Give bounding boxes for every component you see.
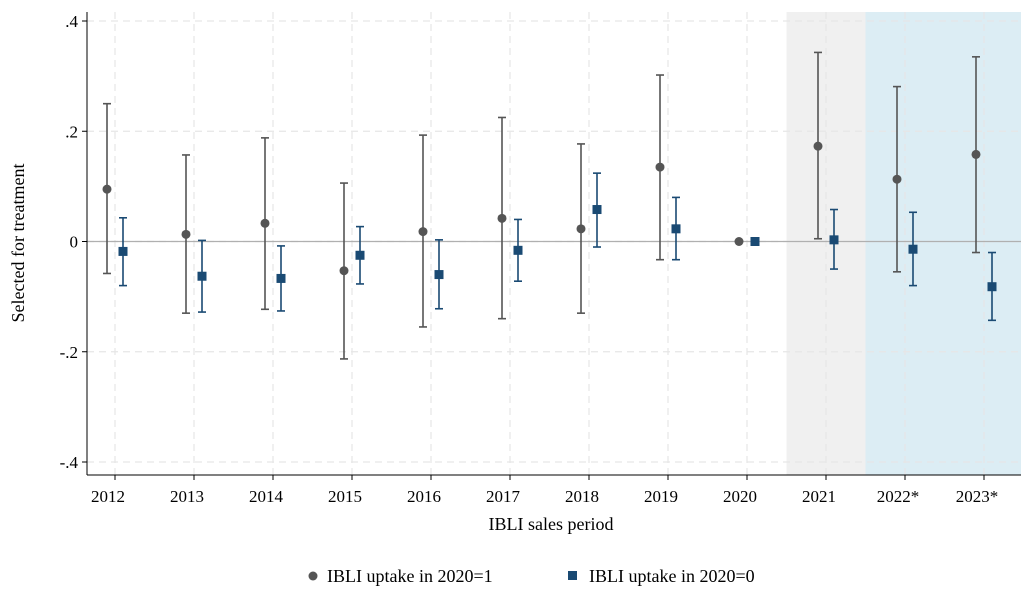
point-uptake-1 bbox=[260, 218, 270, 228]
point-uptake-0 bbox=[671, 224, 681, 234]
point-uptake-0 bbox=[434, 270, 444, 280]
point-uptake-1 bbox=[734, 237, 744, 246]
point-uptake-1 bbox=[971, 149, 981, 159]
legend-label-uptake-1: IBLI uptake in 2020=1 bbox=[327, 566, 493, 586]
point-uptake-1 bbox=[418, 227, 428, 237]
y-axis-title: Selected for treatment bbox=[8, 164, 28, 323]
x-tick-label: 2018 bbox=[565, 487, 599, 506]
gridlines bbox=[87, 12, 1021, 475]
point-uptake-0 bbox=[908, 244, 918, 254]
legend: IBLI uptake in 2020=1 IBLI uptake in 202… bbox=[308, 566, 755, 586]
point-uptake-0 bbox=[118, 246, 128, 256]
point-uptake-1 bbox=[655, 162, 665, 172]
x-tick-label: 2020 bbox=[723, 487, 757, 506]
x-tick-label: 2014 bbox=[249, 487, 284, 506]
shaded-periods bbox=[786, 12, 1021, 475]
x-tick-label: 2017 bbox=[486, 487, 521, 506]
y-tick-label: -.2 bbox=[60, 343, 78, 362]
x-tick-label: 2016 bbox=[407, 487, 441, 506]
point-uptake-0 bbox=[592, 205, 602, 215]
point-uptake-1 bbox=[892, 174, 902, 184]
y-tick-label: -.4 bbox=[60, 453, 79, 472]
y-tick-labels: .4 .2 0 -.2 -.4 bbox=[60, 12, 79, 472]
point-uptake-0 bbox=[276, 273, 286, 283]
y-tick-label: .2 bbox=[65, 122, 78, 141]
point-uptake-1 bbox=[813, 141, 823, 151]
point-uptake-0 bbox=[987, 282, 997, 292]
shaded-period-2023 bbox=[944, 12, 1021, 475]
x-tick-label: 2012 bbox=[91, 487, 125, 506]
y-tick-label: .4 bbox=[65, 12, 78, 31]
point-uptake-0 bbox=[355, 250, 365, 260]
legend-label-uptake-0: IBLI uptake in 2020=0 bbox=[589, 566, 755, 586]
point-uptake-0 bbox=[750, 237, 760, 246]
x-tick-label: 2013 bbox=[170, 487, 204, 506]
x-tick-label: 2019 bbox=[644, 487, 678, 506]
axes bbox=[82, 12, 1021, 480]
x-tick-labels: 2012 2013 2014 2015 2016 2017 2018 2019 2020 2021… bbox=[91, 487, 998, 506]
series-marks bbox=[102, 51, 997, 360]
point-uptake-1 bbox=[576, 224, 586, 234]
legend-marker-uptake-0 bbox=[568, 571, 577, 580]
x-tick-label: 2015 bbox=[328, 487, 362, 506]
point-uptake-0 bbox=[197, 271, 207, 281]
point-uptake-0 bbox=[513, 245, 523, 255]
point-uptake-1 bbox=[181, 229, 191, 239]
point-uptake-0 bbox=[829, 235, 839, 245]
x-tick-label: 2023* bbox=[956, 487, 999, 506]
legend-marker-uptake-1 bbox=[308, 571, 318, 581]
x-tick-label: 2021 bbox=[802, 487, 836, 506]
x-tick-label: 2022* bbox=[877, 487, 920, 506]
y-tick-label: 0 bbox=[70, 233, 79, 252]
point-uptake-1 bbox=[102, 184, 112, 194]
point-uptake-1 bbox=[497, 213, 507, 223]
point-uptake-1 bbox=[339, 266, 349, 276]
x-axis-title: IBLI sales period bbox=[489, 514, 614, 534]
